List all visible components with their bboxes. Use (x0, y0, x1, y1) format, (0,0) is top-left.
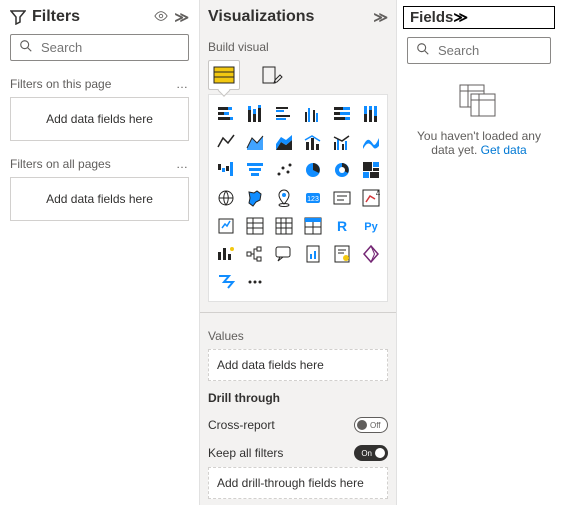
values-label: Values (208, 329, 388, 343)
viz-python-visual[interactable]: Py (358, 213, 384, 239)
filters-this-page-drop[interactable]: Add data fields here (10, 97, 189, 141)
viz-table[interactable] (271, 213, 297, 239)
svg-text:Py: Py (364, 221, 378, 233)
filters-this-page-label: Filters on this page … (10, 77, 189, 91)
search-icon (19, 39, 33, 56)
viz-treemap[interactable] (358, 157, 384, 183)
filters-header: Filters ≫ (10, 8, 189, 26)
viz-decomposition-tree[interactable] (242, 241, 268, 267)
viz-line-clustered-column[interactable] (329, 129, 355, 155)
viz-100-stacked-bar[interactable] (329, 101, 355, 127)
cross-report-row: Cross-report Off (208, 417, 388, 433)
cross-report-label: Cross-report (208, 418, 275, 432)
viz-power-apps[interactable] (358, 241, 384, 267)
fields-panel: Fields ≫ You haven't loaded any data yet… (397, 0, 561, 505)
tables-icon (459, 84, 499, 118)
viz-qa[interactable] (271, 241, 297, 267)
viz-r-visual[interactable]: R (329, 213, 355, 239)
viz-paginated[interactable] (300, 241, 326, 267)
viz-card[interactable] (329, 185, 355, 211)
format-page-icon (261, 66, 283, 84)
format-visual-tab[interactable] (256, 60, 288, 90)
funnel-icon (10, 9, 26, 25)
viz-stacked-area[interactable] (271, 129, 297, 155)
values-drop[interactable]: Add data fields here (208, 349, 388, 381)
table-icon (213, 66, 235, 84)
viz-azure-map[interactable] (271, 185, 297, 211)
keep-filters-toggle[interactable]: On (354, 445, 388, 461)
drill-through-label: Drill through (208, 391, 388, 405)
visualizations-panel: Visualizations ≫ Build visual 123 Δ R Py Va… (200, 0, 397, 505)
filters-title: Filters (32, 8, 80, 26)
viz-clustered-column[interactable] (300, 101, 326, 127)
filters-search-input[interactable] (39, 39, 180, 56)
filters-search[interactable] (10, 34, 189, 61)
search-icon (416, 42, 430, 59)
fields-search[interactable] (407, 37, 551, 64)
viz-area[interactable] (242, 129, 268, 155)
viz-stacked-bar[interactable] (213, 101, 239, 127)
more-icon[interactable]: … (176, 77, 189, 91)
viz-key-influencers[interactable] (213, 241, 239, 267)
viz-ribbon[interactable] (358, 129, 384, 155)
viz-stacked-column[interactable] (242, 101, 268, 127)
viz-matrix[interactable] (300, 213, 326, 239)
eye-icon[interactable] (154, 9, 168, 26)
viz-multi-row-card[interactable]: Δ (358, 185, 384, 211)
collapse-filters-icon[interactable]: ≫ (174, 9, 189, 26)
more-icon[interactable]: … (176, 157, 189, 171)
svg-text:123: 123 (307, 196, 319, 203)
viz-title: Visualizations (208, 8, 314, 26)
viz-map[interactable] (213, 185, 239, 211)
viz-funnel[interactable] (242, 157, 268, 183)
build-visual-tabs (208, 60, 388, 90)
viz-slicer[interactable] (242, 213, 268, 239)
viz-header: Visualizations ≫ (208, 8, 388, 26)
keep-filters-label: Keep all filters (208, 446, 283, 460)
fields-header: Fields ≫ (403, 6, 555, 29)
viz-donut[interactable] (329, 157, 355, 183)
viz-pie[interactable] (300, 157, 326, 183)
viz-line[interactable] (213, 129, 239, 155)
empty-message: You haven't loaded any data yet. Get dat… (407, 129, 551, 157)
viz-kpi[interactable] (213, 213, 239, 239)
viz-narrative[interactable] (329, 241, 355, 267)
separator (200, 312, 396, 313)
filters-all-pages-drop[interactable]: Add data fields here (10, 177, 189, 221)
keep-filters-row: Keep all filters On (208, 445, 388, 461)
viz-power-automate[interactable] (213, 269, 239, 295)
viz-gauge[interactable]: 123 (300, 185, 326, 211)
svg-text:Δ: Δ (376, 191, 380, 197)
viz-100-stacked-column[interactable] (358, 101, 384, 127)
svg-text:R: R (336, 218, 346, 234)
cross-report-toggle[interactable]: Off (354, 417, 388, 433)
fields-title: Fields (410, 9, 453, 26)
collapse-viz-icon[interactable]: ≫ (373, 9, 388, 26)
viz-type-grid: 123 Δ R Py (208, 94, 388, 302)
viz-line-stacked-column[interactable] (300, 129, 326, 155)
build-visual-label: Build visual (208, 40, 388, 54)
viz-waterfall[interactable] (213, 157, 239, 183)
fields-search-input[interactable] (436, 42, 542, 59)
collapse-fields-icon[interactable]: ≫ (453, 9, 468, 26)
drill-through-drop[interactable]: Add drill-through fields here (208, 467, 388, 499)
viz-scatter[interactable] (271, 157, 297, 183)
get-data-link[interactable]: Get data (481, 143, 527, 157)
filters-panel: Filters ≫ Filters on this page … Add dat… (0, 0, 200, 505)
viz-clustered-bar[interactable] (271, 101, 297, 127)
fields-empty-state: You haven't loaded any data yet. Get dat… (407, 84, 551, 157)
build-visual-tab[interactable] (208, 60, 240, 90)
filters-all-pages-label: Filters on all pages … (10, 157, 189, 171)
viz-filled-map[interactable] (242, 185, 268, 211)
viz-more[interactable] (242, 269, 268, 295)
